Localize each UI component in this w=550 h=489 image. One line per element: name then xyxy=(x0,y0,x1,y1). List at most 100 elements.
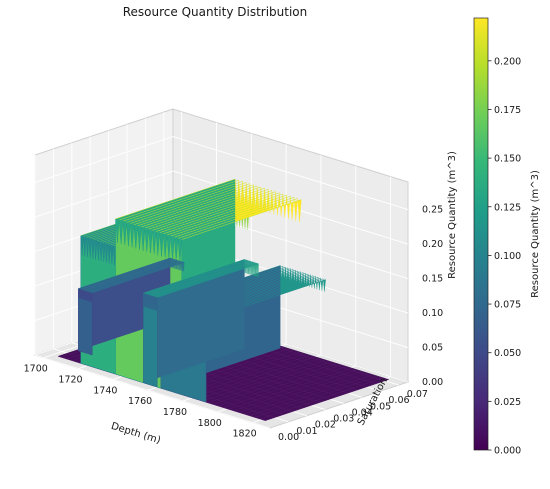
ridge-mesh xyxy=(92,262,185,294)
grid-line-z xyxy=(172,170,409,245)
z-tick-label: 0.00 xyxy=(422,377,443,388)
y-tick-label: 0.07 xyxy=(407,389,428,400)
floor-mesh xyxy=(212,363,337,405)
ridge-mesh xyxy=(82,258,175,291)
ridge-mesh xyxy=(154,262,256,297)
y-tick-label: 0.06 xyxy=(388,395,409,406)
x-axis-label: Depth (m) xyxy=(110,421,162,447)
ridge-mesh xyxy=(156,263,258,298)
saturation-axis-ticks: 0.000.010.020.030.040.050.060.07 xyxy=(278,389,428,443)
ridge-mesh xyxy=(87,260,180,292)
colorbar-tick-label: 0.025 xyxy=(494,397,521,408)
colorbar-tick-label: 0.000 xyxy=(494,446,521,457)
z-axis-label: Resource Quantity (m^3) xyxy=(447,151,458,279)
ridge-mesh xyxy=(147,260,250,295)
ridge-mesh xyxy=(88,260,181,292)
colorbar-tick-label: 0.100 xyxy=(494,251,521,262)
ridge-mesh xyxy=(163,193,284,235)
ridge-mesh xyxy=(130,183,250,224)
ridge-mesh xyxy=(119,179,239,221)
z-tick-label: 0.10 xyxy=(422,308,443,319)
ridge-front xyxy=(143,293,158,388)
grid-line-y xyxy=(34,354,271,429)
ridge-mesh xyxy=(174,197,295,238)
ridge-mesh xyxy=(122,181,243,222)
floor-mesh xyxy=(239,371,363,413)
ridge-mesh xyxy=(82,259,175,291)
ridge-mesh xyxy=(155,191,276,232)
ridge-mesh xyxy=(181,199,302,240)
floor-mesh xyxy=(218,364,342,407)
quantity-axis-ticks: 0.00 0.05 0.10 0.15 0.20 0.25 xyxy=(422,205,443,388)
ridge-mesh xyxy=(151,261,253,296)
y-tick-label: 0.05 xyxy=(370,401,391,412)
ridge-mesh xyxy=(91,261,184,293)
ridge-mesh xyxy=(141,186,261,228)
ridge-mesh xyxy=(144,259,246,294)
floor-mesh xyxy=(233,369,358,412)
colorbar-label: Resource Quantity (m^3) xyxy=(530,170,541,298)
x-tick-label: 1740 xyxy=(93,385,117,396)
y-tick-label: 0.01 xyxy=(296,426,317,437)
floor-mesh xyxy=(202,359,326,402)
ridge-mesh xyxy=(157,263,259,298)
ridge-mesh xyxy=(115,178,236,220)
colorbar-tick-label: 0.075 xyxy=(494,300,521,311)
z-tick-label: 0.20 xyxy=(422,239,443,250)
y-tick-label: 0.00 xyxy=(278,432,299,443)
x-tick-label: 1720 xyxy=(58,375,82,386)
ridge-mesh xyxy=(126,182,247,223)
ridge-mesh xyxy=(85,260,179,292)
ridge-mesh xyxy=(159,192,280,233)
depth-axis-ticks: 1700 1720 1740 1760 1780 1800 1820 xyxy=(24,364,257,440)
floor-mesh xyxy=(259,377,384,420)
ridge-mesh xyxy=(170,195,291,237)
floor-mesh xyxy=(197,358,321,400)
floor-mesh xyxy=(228,367,353,410)
colorbar xyxy=(473,17,489,451)
ridge-mesh xyxy=(143,259,245,294)
ridge-mesh xyxy=(79,258,172,290)
ridge-mesh xyxy=(148,260,251,296)
floor-mesh xyxy=(223,366,347,408)
ridge-mesh xyxy=(144,259,247,294)
ridge-front xyxy=(78,288,93,356)
surface-ridges xyxy=(78,178,326,403)
floor-mesh xyxy=(186,354,311,397)
ridge-mesh xyxy=(149,261,251,296)
ridge-mesh xyxy=(78,257,172,290)
ridge-mesh xyxy=(144,187,265,229)
ridge-mesh xyxy=(84,259,177,291)
ridge-mesh xyxy=(166,194,287,236)
ridge-mesh xyxy=(90,261,183,293)
ridge-mesh xyxy=(145,259,248,295)
ridge-mesh xyxy=(151,261,254,296)
floor-mesh xyxy=(207,361,332,403)
x-tick-label: 1700 xyxy=(24,364,48,375)
ridge-mesh xyxy=(146,260,248,295)
z-tick-label: 0.25 xyxy=(422,205,443,216)
floor-mesh xyxy=(254,376,379,418)
floor-mesh xyxy=(265,379,389,421)
ridge-mesh xyxy=(78,257,171,289)
y-tick-label: 0.03 xyxy=(333,414,354,425)
ridge-mesh xyxy=(133,184,254,225)
ridge-mesh xyxy=(89,261,182,293)
ridge-mesh xyxy=(153,262,255,297)
ridge-mesh xyxy=(89,261,182,293)
ridge-mesh xyxy=(81,258,174,290)
ridge-mesh xyxy=(148,189,269,230)
x-tick-label: 1760 xyxy=(128,396,152,407)
ridge-mesh xyxy=(85,259,178,291)
colorbar-ticks: 0.000 0.025 0.050 0.075 0.100 0.125 0.150 0.175… xyxy=(488,56,521,457)
floor-mesh xyxy=(192,356,316,399)
ridge-mesh xyxy=(177,198,298,239)
z-tick-label: 0.05 xyxy=(422,343,443,354)
colorbar-tick-label: 0.050 xyxy=(494,348,521,359)
ridge-mesh xyxy=(147,260,249,295)
colorbar-tick-label: 0.175 xyxy=(494,105,521,116)
chart-title: Resource Quantity Distribution xyxy=(123,5,308,19)
ridge-mesh xyxy=(154,262,257,297)
x-tick-label: 1780 xyxy=(163,407,187,418)
floor-mesh xyxy=(244,372,368,415)
